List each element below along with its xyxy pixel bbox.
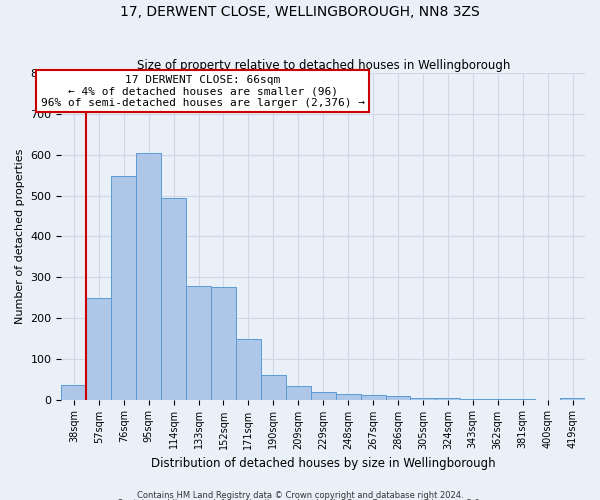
Bar <box>361 396 386 400</box>
Bar <box>161 198 186 400</box>
Bar <box>111 176 136 400</box>
Bar <box>236 339 261 400</box>
Text: Contains HM Land Registry data © Crown copyright and database right 2024.: Contains HM Land Registry data © Crown c… <box>137 490 463 500</box>
Bar <box>186 286 211 400</box>
Bar <box>211 288 236 400</box>
Text: 17 DERWENT CLOSE: 66sqm
← 4% of detached houses are smaller (96)
96% of semi-det: 17 DERWENT CLOSE: 66sqm ← 4% of detached… <box>41 75 365 108</box>
Bar <box>410 398 436 400</box>
Bar <box>61 386 86 400</box>
X-axis label: Distribution of detached houses by size in Wellingborough: Distribution of detached houses by size … <box>151 457 496 470</box>
Bar <box>286 386 311 400</box>
Text: 17, DERWENT CLOSE, WELLINGBOROUGH, NN8 3ZS: 17, DERWENT CLOSE, WELLINGBOROUGH, NN8 3… <box>120 5 480 19</box>
Title: Size of property relative to detached houses in Wellingborough: Size of property relative to detached ho… <box>137 59 510 72</box>
Bar <box>335 394 361 400</box>
Bar <box>460 399 485 400</box>
Bar <box>86 298 111 400</box>
Bar <box>560 398 585 400</box>
Bar <box>261 375 286 400</box>
Bar <box>311 392 335 400</box>
Bar <box>136 152 161 400</box>
Bar <box>436 398 460 400</box>
Y-axis label: Number of detached properties: Number of detached properties <box>15 148 25 324</box>
Bar <box>386 396 410 400</box>
Text: Contains public sector information licensed under the Open Government Licence v3: Contains public sector information licen… <box>118 499 482 500</box>
